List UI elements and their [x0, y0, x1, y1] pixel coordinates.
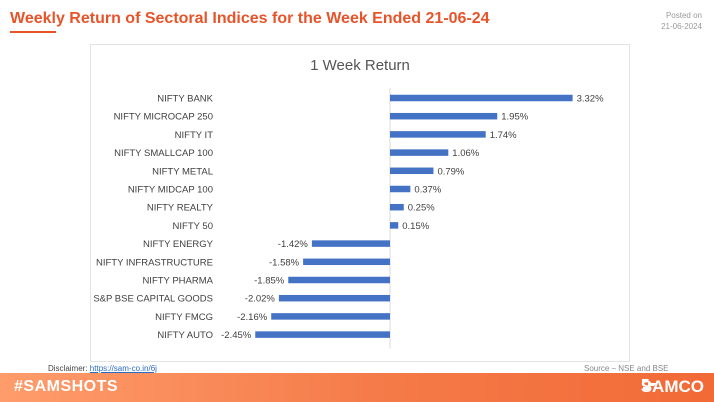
samco-logo-icon: [641, 379, 656, 390]
chart-title: 1 Week Return: [310, 57, 410, 74]
source-note: Source – NSE and BSE: [584, 364, 669, 373]
disclaimer-label: Disclaimer:: [48, 364, 88, 373]
disclaimer: Disclaimer: https://sam-co.in/6j: [48, 364, 157, 373]
bar: [390, 94, 573, 102]
category-label: NIFTY METAL: [152, 166, 213, 177]
data-label: -1.42%: [278, 239, 309, 250]
data-label: 1.95%: [501, 112, 528, 123]
bar: [271, 313, 390, 320]
data-label: -2.16%: [237, 312, 268, 323]
data-label: -2.45%: [221, 330, 252, 341]
bar-chart: 3.32% NIFTY BANK 1.95% NIFTY MICROCAP 250 1.…: [93, 88, 604, 349]
bar: [390, 112, 498, 120]
data-label: 0.79%: [437, 166, 464, 177]
data-label: 0.25%: [408, 203, 435, 214]
bar: [390, 185, 411, 193]
data-label: -1.85%: [254, 276, 285, 287]
hashtag-label: #SAMSHOTS: [14, 378, 119, 395]
category-label: NIFTY MICROCAP 250: [114, 112, 213, 123]
chart-panel: 1 Week Return 3.32% NIFTY BANK 1.95% NIFTY …: [90, 44, 630, 362]
category-label: NIFTY BANK: [157, 94, 213, 105]
bar: [311, 240, 390, 247]
category-label: NIFTY MIDCAP 100: [128, 185, 213, 196]
category-label: NIFTY INFRASTRUCTURE: [96, 257, 213, 268]
posted-date: 21-06-2024: [661, 22, 702, 31]
category-label: NIFTY SMALLCAP 100: [114, 148, 213, 159]
bar: [390, 131, 486, 138]
bar: [278, 294, 390, 302]
posted-label: Posted on: [665, 11, 702, 20]
data-label: -1.58%: [269, 257, 300, 268]
data-label: 1.06%: [452, 148, 479, 159]
posted-info: Posted on 21-06-2024: [661, 10, 702, 32]
category-label: NIFTY ENERGY: [143, 239, 214, 250]
data-label: 3.32%: [577, 94, 604, 105]
title-underline: [10, 31, 56, 33]
category-label: NIFTY PHARMA: [142, 276, 213, 287]
footer-banner: [0, 373, 714, 402]
category-label: S&P BSE CAPITAL GOODS: [93, 294, 213, 305]
category-label: NIFTY FMCG: [155, 312, 213, 323]
bar: [390, 203, 404, 211]
category-label: NIFTY AUTO: [157, 330, 213, 341]
bar: [390, 149, 449, 156]
bar: [303, 258, 390, 266]
bar: [390, 222, 399, 229]
data-label: 0.15%: [402, 221, 429, 232]
logo-text: SAMCO: [640, 377, 704, 396]
data-label: 0.37%: [414, 185, 441, 196]
data-label: 1.74%: [490, 130, 517, 141]
category-label: NIFTY REALTY: [147, 203, 214, 214]
category-label: NIFTY 50: [173, 221, 213, 232]
data-label: -2.02%: [245, 294, 276, 305]
samco-logo: SAMCO: [641, 377, 704, 397]
page-title: Weekly Return of Sectoral Indices for th…: [10, 10, 490, 27]
bar: [255, 331, 390, 338]
bar: [288, 276, 390, 284]
category-label: NIFTY IT: [175, 130, 214, 141]
disclaimer-link[interactable]: https://sam-co.in/6j: [89, 364, 157, 373]
bar: [390, 167, 434, 175]
